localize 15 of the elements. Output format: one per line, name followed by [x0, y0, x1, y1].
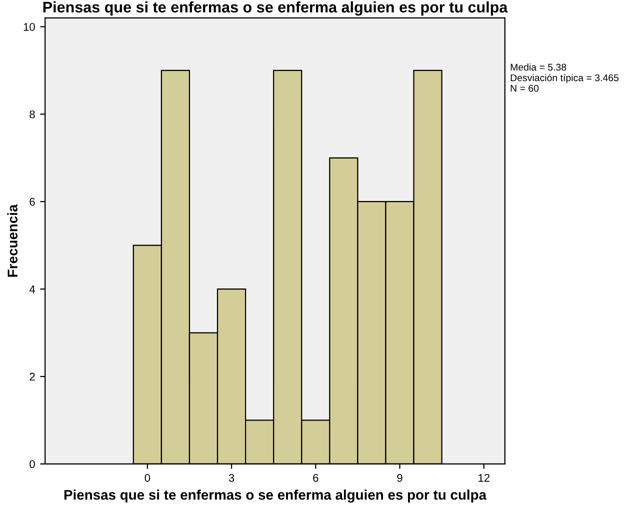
y-tick-label: 8 [30, 110, 35, 118]
y-tick-label: 10 [24, 22, 35, 31]
x-tick-label: 12 [478, 474, 490, 482]
y-tick-label: 4 [29, 285, 36, 294]
text: Media = 5.38 Desviación típica = 3.465 N = 60 [510, 63, 619, 92]
x-tick-label: 6 [313, 474, 318, 482]
x-tick-label: 3 [228, 474, 234, 482]
chart-title: Piensas que si te enfermas o se enferma alguien es por tu culpa [43, 1, 508, 16]
y-tick-label: 2 [30, 372, 35, 381]
y-axis-title: Frecuencia [7, 204, 18, 277]
x-axis-title: Piensas que si te enfermas o se enferma alguien es por tu culpa [64, 490, 487, 503]
y-tick-label: 6 [30, 198, 35, 206]
y-tick-label: 0 [30, 460, 35, 468]
x-tick-label: 9 [397, 474, 402, 482]
x-tick-label: 0 [144, 474, 150, 482]
